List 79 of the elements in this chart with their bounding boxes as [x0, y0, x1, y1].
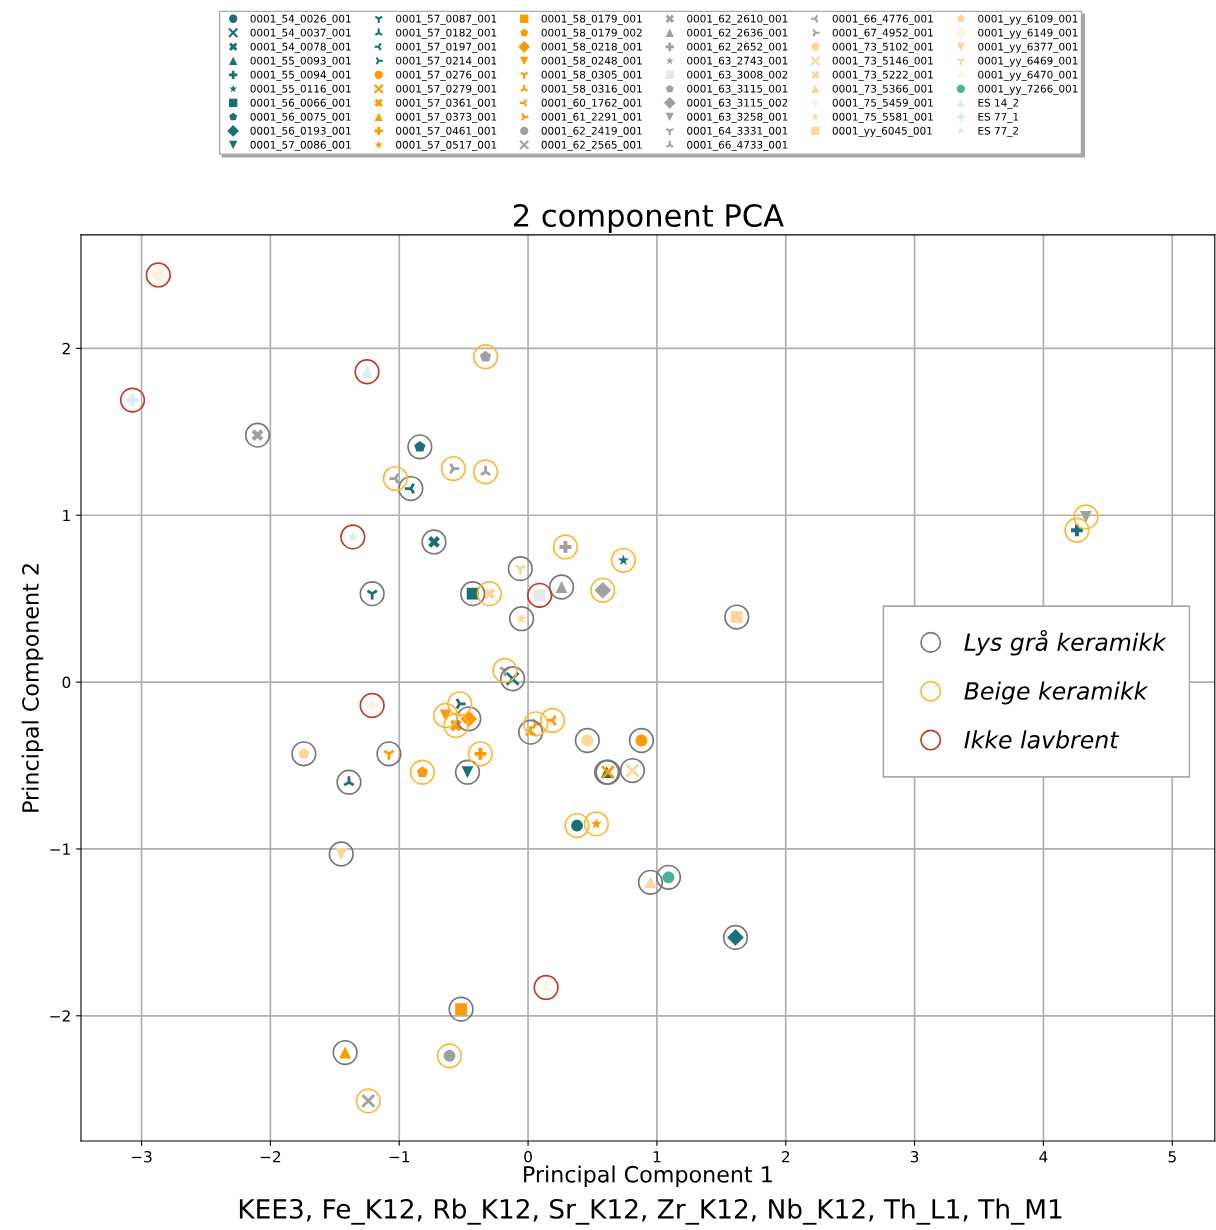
legend-label: 0001_63_3115_001 — [687, 84, 788, 95]
legend-label: 0001_57_0182_001 — [396, 28, 497, 39]
legend-label: 0001_56_0193_001 — [250, 126, 351, 137]
legend-label: 0001_58_0218_001 — [541, 42, 642, 53]
legend-label: 0001_58_0305_001 — [541, 70, 642, 81]
legend-label: 0001_yy_6470_001 — [978, 70, 1078, 81]
y-axis-title: Principal Component 2 — [21, 564, 44, 812]
y-tick-label: −2 — [50, 1010, 70, 1022]
legend-label: 0001_61_2291_001 — [541, 112, 642, 123]
legend-label: 0001_63_2743_001 — [687, 56, 788, 67]
legend-label: 0001_57_0373_001 — [396, 112, 497, 123]
legend-label: 0001_yy_6469_001 — [978, 56, 1078, 67]
x-tick-label: 0 — [524, 1150, 532, 1163]
legend-label: 0001_63_3258_001 — [687, 112, 788, 123]
text: KEE3, Fe_K12, Rb_K12, Sr_K12, Zr_K12, Nb_K12, Th_L1, Th_M1 — [239, 1198, 1062, 1225]
y-tick-label: 0 — [62, 676, 71, 689]
legend-label: 0001_yy_6109_001 — [978, 14, 1078, 25]
legend-label: 0001_yy_6149_001 — [978, 28, 1078, 39]
legend-label: 0001_56_0075_001 — [250, 112, 351, 123]
legend-label: 0001_66_4776_001 — [832, 14, 933, 25]
legend-label: 0001_62_2652_001 — [687, 42, 788, 53]
legend-label: 0001_57_0087_001 — [396, 14, 497, 25]
legend-label: 0001_60_1762_001 — [541, 98, 642, 109]
x-tick-label: −1 — [389, 1151, 410, 1163]
legend-label: 0001_64_3331_001 — [687, 126, 788, 137]
legend-label: 0001_55_0116_001 — [250, 84, 351, 95]
legend-label: 0001_54_0078_001 — [250, 42, 351, 53]
legend-label: Ikke lavbrent — [964, 730, 1120, 749]
legend-label: 0001_58_0179_001 — [541, 14, 642, 25]
legend-label: ES 77_1 — [978, 112, 1019, 123]
legend-label: 0001_57_0276_001 — [396, 70, 497, 81]
legend-label: 0001_57_0517_001 — [396, 140, 497, 152]
legend-label: 0001_73_5102_001 — [832, 42, 933, 53]
chart-title: 2 component PCA — [513, 203, 784, 233]
legend-label: 0001_66_4733_001 — [687, 140, 788, 152]
legend-label: 0001_yy_7266_001 — [978, 84, 1078, 95]
legend-label: 0001_63_3115_002 — [687, 98, 788, 109]
x-tick-label: −3 — [131, 1150, 152, 1163]
legend-label: 0001_yy_6377_001 — [978, 42, 1078, 53]
x-tick-label: −2 — [260, 1150, 281, 1163]
legend-label: 0001_56_0066_001 — [250, 98, 351, 109]
y-tick-label: −1 — [50, 843, 70, 855]
legend-label: 0001_67_4952_001 — [832, 28, 933, 39]
y-tick-label: 2 — [62, 342, 70, 355]
y-tick-label: 1 — [63, 509, 70, 522]
legend-label: 0001_54_0026_001 — [250, 14, 351, 25]
legend-label: 0001_54_0037_001 — [250, 28, 351, 39]
x-tick-label: 5 — [1168, 1151, 1176, 1163]
legend-label: 0001_63_3008_002 — [687, 70, 788, 81]
x-tick-label: 1 — [653, 1151, 661, 1163]
legend-label: 0001_62_2636_001 — [687, 28, 788, 39]
x-tick-label: 4 — [1039, 1151, 1048, 1163]
legend-label: 0001_yy_6045_001 — [832, 126, 932, 137]
legend-label: 0001_62_2565_001 — [541, 140, 642, 152]
legend-label: Lys grå keramikk — [964, 629, 1167, 656]
legend-label: 0001_58_0248_001 — [541, 56, 642, 67]
legend-label: ES 14_2 — [978, 98, 1019, 109]
legend-label: 0001_73_5366_001 — [832, 84, 933, 95]
legend-label: 0001_57_0086_001 — [250, 140, 351, 152]
legend-label: 0001_58_0179_002 — [541, 28, 642, 39]
legend-label: 0001_55_0094_001 — [250, 70, 351, 81]
legend-label: 0001_57_0214_001 — [396, 56, 497, 67]
legend-label: 0001_57_0361_001 — [396, 98, 497, 109]
legend-label: 0001_75_5581_001 — [832, 112, 933, 123]
legend-label: 0001_58_0316_001 — [541, 84, 642, 95]
x-tick-label: 3 — [910, 1150, 919, 1163]
legend-label: 0001_57_0461_001 — [396, 126, 497, 137]
legend-label: 0001_62_2419_001 — [541, 126, 642, 137]
legend-label: 0001_57_0279_001 — [396, 84, 497, 95]
legend-label: 0001_62_2610_001 — [687, 14, 788, 25]
legend-label: Beige keramikk — [964, 681, 1149, 705]
legend-label: 0001_73_5146_001 — [832, 56, 933, 67]
legend-label: 0001_57_0197_001 — [396, 42, 497, 53]
legend-label: ES 77_2 — [978, 126, 1019, 137]
x-tick-label: 2 — [782, 1150, 790, 1163]
legend-label: 0001_55_0093_001 — [250, 56, 351, 67]
x-axis-title: Principal Component 1 — [524, 1165, 772, 1187]
legend-label: 0001_73_5222_001 — [832, 70, 933, 81]
legend-label: 0001_75_5459_001 — [832, 98, 933, 109]
